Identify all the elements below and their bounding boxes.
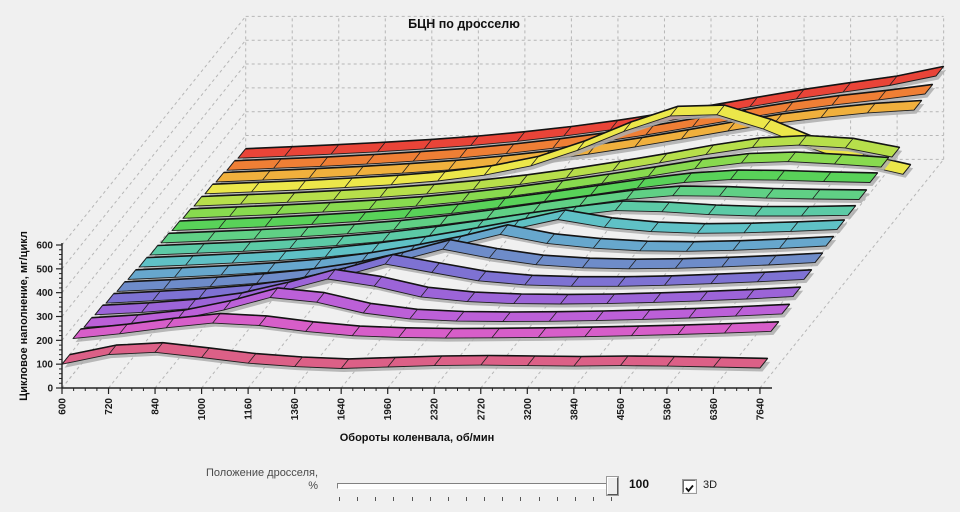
svg-text:1960: 1960 xyxy=(383,398,394,421)
svg-text:7640: 7640 xyxy=(755,398,766,421)
slider-label: Положение дросселя, % xyxy=(170,467,318,493)
checkmark-icon xyxy=(685,484,694,493)
svg-text:400: 400 xyxy=(36,288,53,299)
svg-text:0: 0 xyxy=(47,384,53,395)
ribbon-series-0 xyxy=(61,341,771,372)
svg-text:3200: 3200 xyxy=(523,398,534,421)
svg-text:720: 720 xyxy=(104,398,115,415)
svg-text:1160: 1160 xyxy=(244,398,255,420)
ribbon-series-3 xyxy=(94,268,804,319)
control-panel: Положение дросселя, % 100 3D xyxy=(0,462,960,512)
svg-text:1000: 1000 xyxy=(197,398,208,421)
svg-text:2320: 2320 xyxy=(430,398,441,421)
svg-text:840: 840 xyxy=(151,398,162,415)
ribbon-series-12 xyxy=(193,134,903,210)
svg-text:100: 100 xyxy=(36,360,53,371)
ribbon-series-16 xyxy=(237,65,947,162)
ribbon-series-13 xyxy=(204,104,914,198)
svg-text:1640: 1640 xyxy=(337,398,348,421)
slider-label-line2: % xyxy=(308,480,318,492)
svg-text:3840: 3840 xyxy=(569,398,580,421)
ribbon-series-10 xyxy=(171,169,881,235)
svg-text:5360: 5360 xyxy=(662,398,673,421)
chart-canvas: 600 720 840 1000 1160 1360 1640 1960 2320 2720 320… xyxy=(18,15,947,444)
svg-text:4560: 4560 xyxy=(616,398,627,421)
svg-text:2720: 2720 xyxy=(476,398,487,421)
ribbon-series-7 xyxy=(138,209,848,271)
slider-label-line1: Положение дросселя, xyxy=(205,467,318,479)
svg-text:6360: 6360 xyxy=(709,398,720,421)
svg-text:600: 600 xyxy=(58,398,69,415)
chart-title: БЦН по дросселю xyxy=(408,17,520,31)
chart-graphics: 600 720 840 1000 1160 1360 1640 1960 2320 2720 320… xyxy=(36,15,947,421)
ribbon-series-15 xyxy=(226,83,936,174)
ribbon-series-11 xyxy=(182,151,892,222)
ribbon-series-1 xyxy=(72,312,782,343)
ribbon-series-8 xyxy=(149,200,859,259)
slider-value: 100 xyxy=(629,477,650,491)
throttle-slider-thumb[interactable] xyxy=(607,477,618,495)
svg-text:300: 300 xyxy=(36,312,53,323)
throttle-slider-track[interactable] xyxy=(337,483,615,489)
svg-text:1360: 1360 xyxy=(290,398,301,421)
svg-text:600: 600 xyxy=(36,241,53,252)
svg-text:200: 200 xyxy=(36,336,53,347)
ribbon-series-2 xyxy=(83,287,793,331)
y-axis: 0 100 200 300 400 500 600 xyxy=(36,241,63,395)
x-axis: 600 720 840 1000 1160 1360 1640 1960 2320 2720 320… xyxy=(58,387,772,421)
svg-text:500: 500 xyxy=(36,264,53,275)
3d-checkbox[interactable] xyxy=(683,480,696,493)
x-axis-title: Обороты коленвала, об/мин xyxy=(340,432,495,444)
y-axis-title: Цикловое наполнение, мг/цикл xyxy=(18,231,30,401)
3d-checkbox-label[interactable]: 3D xyxy=(703,479,718,491)
